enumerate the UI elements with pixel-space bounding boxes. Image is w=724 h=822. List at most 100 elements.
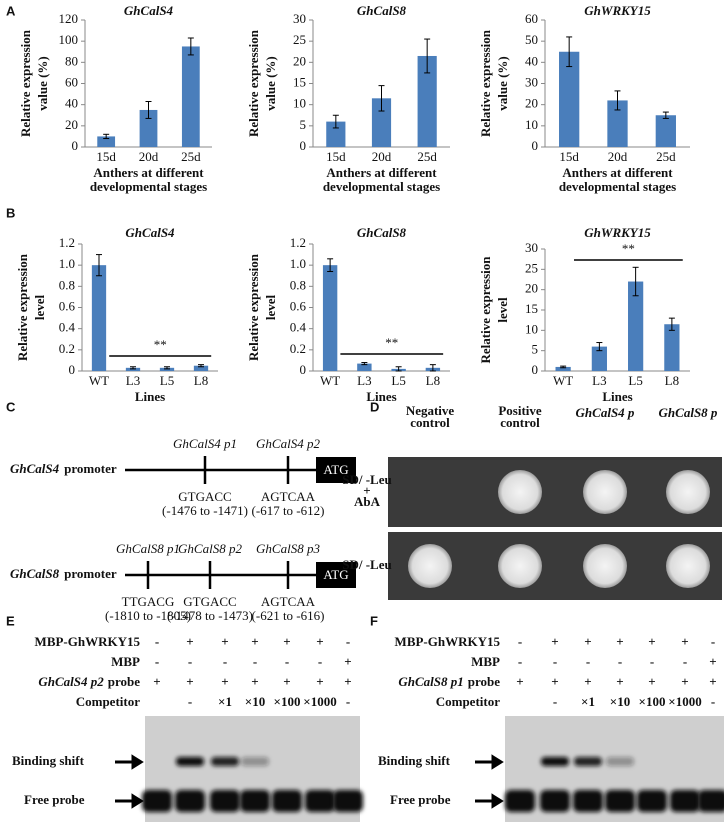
site-name: GhCalS4 p2: [256, 436, 320, 451]
colony: [498, 544, 542, 588]
free-band: [142, 790, 172, 812]
site-name: GhCalS8 p2: [178, 541, 242, 556]
y-tick-label: 0: [72, 138, 79, 153]
x-tick-label: WT: [553, 373, 573, 388]
lane-cell: -: [188, 654, 192, 669]
lane-cell: +: [316, 674, 323, 689]
bar: [655, 115, 676, 147]
column-label: control: [410, 415, 450, 430]
site-seq: TTGACG: [122, 594, 175, 609]
promoter-gene: GhCalS4: [10, 461, 60, 476]
row-label: SD/ -Leu: [342, 557, 391, 572]
arrow: [115, 793, 144, 809]
row-label-text: probe: [108, 674, 140, 689]
lane-cell: -: [518, 634, 522, 649]
arrow-label: Binding shift: [378, 753, 451, 768]
error-bar: [198, 364, 204, 368]
error-bar: [361, 362, 368, 366]
y-axis-label: level: [263, 294, 278, 320]
shift-band: [541, 757, 569, 766]
shift-band: [606, 757, 634, 766]
x-axis-label: Anthers at different: [562, 165, 673, 180]
lane-cell: +: [648, 674, 655, 689]
error-bar: [332, 114, 339, 129]
lane-cell: +: [584, 674, 591, 689]
lane-cell: -: [553, 654, 557, 669]
lane-cell: +: [709, 674, 716, 689]
lane-cell: -: [346, 694, 350, 709]
y-tick-label: 1.2: [59, 235, 75, 250]
promoter-label: GhCalS4 promoter: [10, 461, 117, 476]
bar-chart: GhCalS4 0 0.2 0.4 0.6 0.8 1.0 1.2 Relative expre…: [15, 225, 218, 404]
bar: [193, 365, 209, 371]
bar: [159, 367, 175, 371]
x-tick-label: L5: [628, 373, 642, 388]
error-bar: [187, 37, 194, 56]
site-range: (-1476 to -1471): [162, 503, 248, 518]
colony: [408, 544, 452, 588]
row-label: GhCalS8 p1 probe: [398, 674, 500, 689]
error-bar: [96, 254, 102, 277]
bar-chart: GhWRKY15 0 10 20 30 40 50 60 Relative expression…: [478, 3, 690, 194]
y-axis-label: Relative expression: [478, 256, 493, 364]
promoter-gene: GhCalS8: [10, 566, 60, 581]
y-tick-label: 1.2: [290, 235, 306, 250]
y-axis-label: value (%): [495, 56, 510, 111]
error-bar: [103, 133, 110, 140]
bar: [322, 265, 338, 371]
error-bar: [378, 85, 385, 112]
error-bar: [560, 365, 567, 369]
lane-cell: -: [155, 654, 159, 669]
x-axis-label: developmental stages: [90, 179, 207, 194]
bar: [371, 98, 392, 147]
site-range: (-617 to -612): [252, 503, 325, 518]
colony: [666, 544, 710, 588]
panel-label: D: [370, 399, 379, 414]
x-tick-label: L5: [160, 373, 174, 388]
error-bar: [596, 342, 603, 352]
atg-box: [316, 562, 356, 588]
error-bar: [164, 366, 170, 370]
bar-chart: GhCalS8 0 0.2 0.4 0.6 0.8 1.0 1.2 Relative expre…: [246, 225, 450, 404]
bar: [181, 46, 200, 148]
significance-label: **: [385, 335, 398, 350]
column-label: GhCalS8 p: [659, 405, 718, 420]
column-label: GhCalS4 p: [576, 405, 635, 420]
x-axis-label: developmental stages: [323, 179, 440, 194]
lane-cell: ×1000: [303, 694, 336, 709]
error-bar: [327, 258, 334, 273]
y-tick-label: 100: [59, 32, 79, 47]
lane-cell: +: [283, 674, 290, 689]
y-tick-label: 60: [65, 74, 78, 89]
y-tick-label: 30: [293, 11, 306, 26]
lane-cell: +: [709, 654, 716, 669]
free-band: [240, 790, 270, 812]
error-bar: [662, 111, 669, 119]
lane-cell: ×10: [610, 694, 630, 709]
site-seq: GTGACC: [178, 489, 231, 504]
lane-cell: -: [223, 654, 227, 669]
lane-cell: +: [221, 634, 228, 649]
x-tick-label: 20d: [139, 149, 159, 164]
lane-cell: +: [516, 674, 523, 689]
free-band: [505, 790, 535, 812]
y-tick-label: 5: [532, 342, 539, 357]
panel-label: A: [6, 3, 16, 18]
site-seq: GTGACC: [183, 594, 236, 609]
site-seq: AGTCAA: [261, 489, 316, 504]
y-tick-label: 15: [525, 301, 538, 316]
bar: [559, 51, 580, 147]
bar: [97, 136, 116, 147]
row-label-text: MBP: [111, 654, 140, 669]
site-seq: AGTCAA: [261, 594, 316, 609]
y-axis-label: Relative expression: [15, 253, 30, 361]
row-label: Competitor: [76, 694, 140, 709]
lane-cell: -: [346, 634, 350, 649]
chart-title: GhCalS8: [357, 225, 407, 240]
x-axis-label: developmental stages: [559, 179, 676, 194]
y-tick-label: 10: [525, 321, 538, 336]
lane-cell: ×1: [218, 694, 232, 709]
y-tick-label: 10: [525, 117, 538, 132]
lane-cell: +: [251, 674, 258, 689]
